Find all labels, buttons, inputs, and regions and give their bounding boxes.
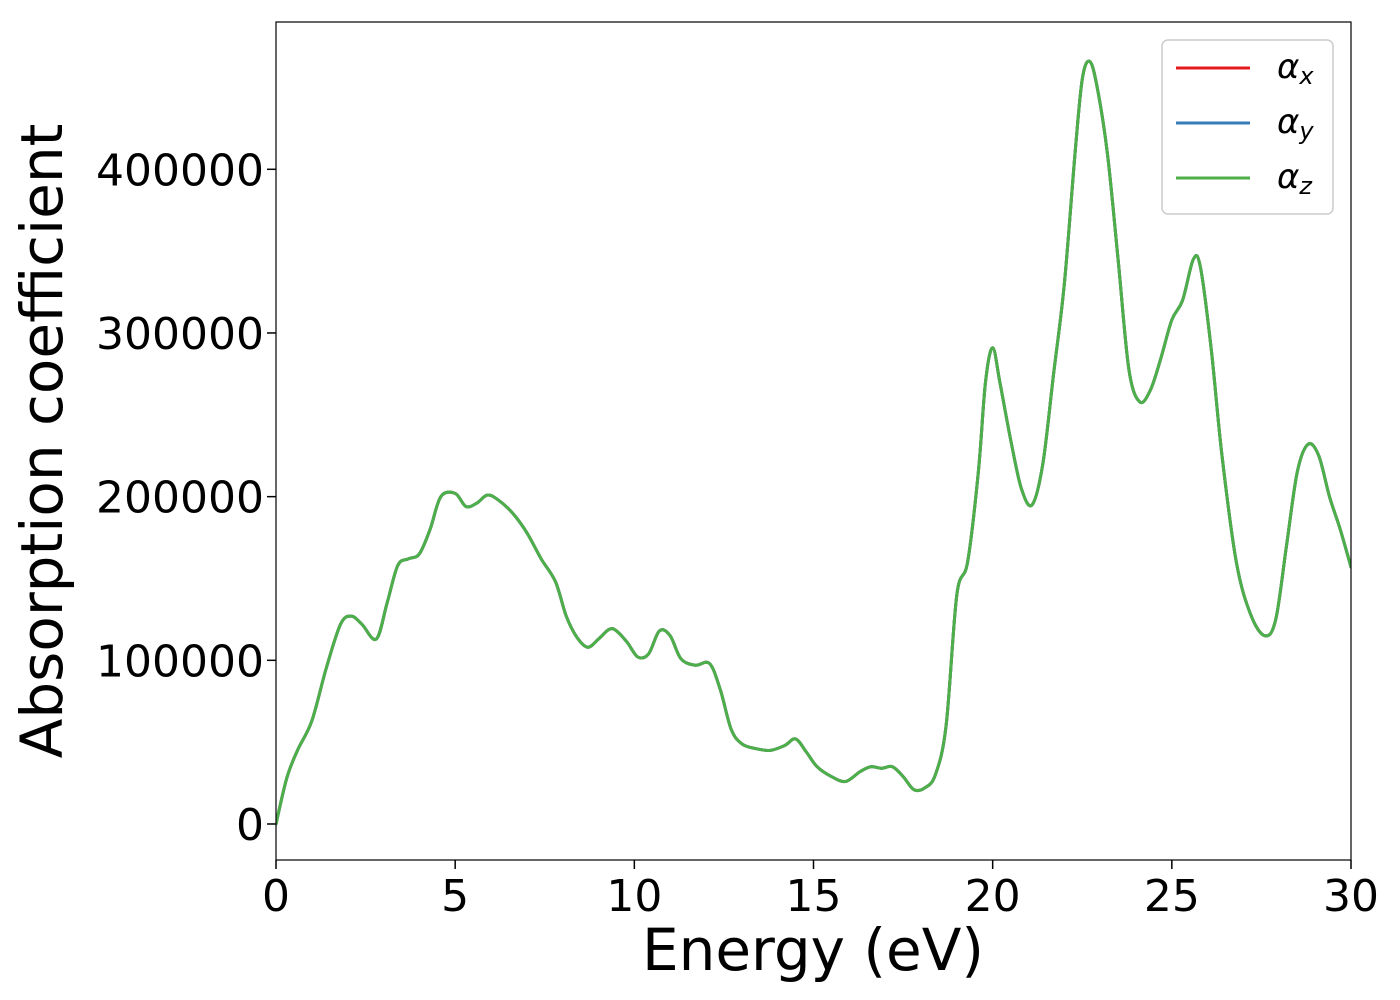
x-tick-label: 20	[965, 871, 1021, 922]
series-layer	[276, 59, 1351, 826]
legend-symbol: α	[1277, 157, 1299, 197]
y-tick-label: 0	[236, 800, 264, 851]
x-tick-label: 15	[786, 871, 842, 922]
legend-label-y: αy	[1277, 102, 1314, 145]
legend-subscript: z	[1298, 172, 1313, 200]
legend-label-x: αx	[1277, 47, 1314, 90]
x-axis-label: Energy (eV)	[642, 916, 984, 984]
y-tick-label: 300000	[96, 309, 264, 360]
x-tick-label: 30	[1323, 871, 1379, 922]
x-axis: 0 5 10 15 20 25 30	[262, 860, 1379, 922]
x-tick-label: 25	[1144, 871, 1200, 922]
x-tick-label: 5	[441, 871, 469, 922]
legend-subscript: y	[1298, 117, 1314, 145]
y-tick-label: 100000	[96, 636, 264, 687]
legend-box	[1161, 39, 1334, 215]
x-tick-label: 10	[606, 871, 662, 922]
series-line-z	[276, 59, 1351, 826]
legend-subscript: x	[1298, 62, 1314, 90]
y-tick-label: 400000	[96, 145, 264, 196]
legend-label-z: αz	[1277, 157, 1313, 200]
y-tick-label: 200000	[96, 473, 264, 524]
x-tick-label: 0	[262, 871, 290, 922]
y-axis: 0 100000 200000 300000 400000	[96, 145, 276, 851]
legend-symbol: α	[1277, 47, 1299, 87]
legend-symbol: α	[1277, 102, 1299, 142]
y-axis-label: Absorption coefficient	[8, 124, 76, 759]
